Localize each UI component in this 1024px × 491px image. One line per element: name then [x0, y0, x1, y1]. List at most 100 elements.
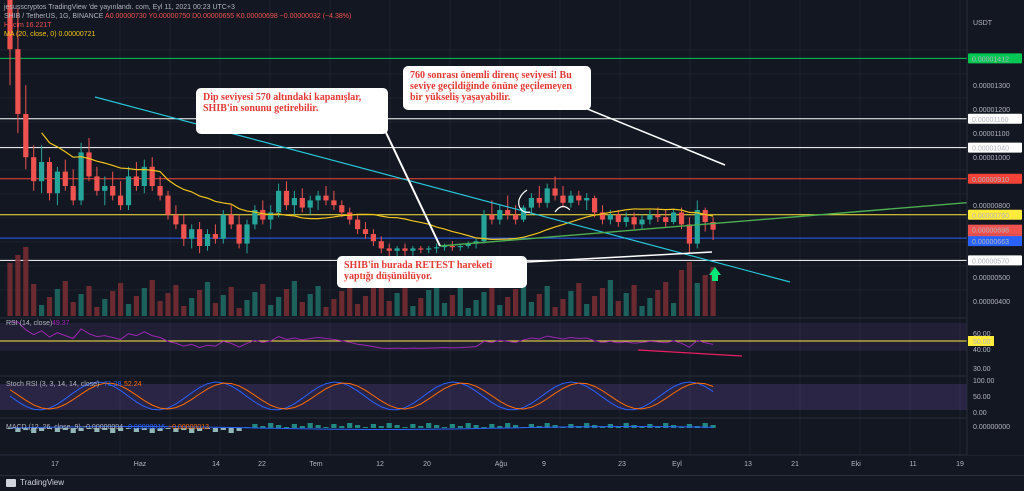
macd-histogram-bar [489, 424, 495, 428]
candle-body [410, 248, 416, 251]
candle-body [236, 224, 242, 244]
volume-bar [204, 282, 211, 316]
header-line1: jesusscryptos TradingView 'de yayınlandı… [4, 4, 235, 11]
volume-bar [607, 280, 613, 316]
macd-histogram-bar [702, 423, 708, 428]
candle-body [647, 214, 653, 220]
candle-body [15, 49, 21, 115]
macd-histogram-bar [86, 428, 92, 429]
price-badge-label: 0.00000698 [972, 228, 1009, 235]
candle-body [663, 217, 669, 222]
candle-body [457, 246, 463, 248]
candle-body [449, 246, 455, 248]
candle-body [592, 198, 598, 213]
stoch-tick: 100.00 [973, 378, 995, 385]
time-axis: 17 Haz 14 22 Tem 12 20 Ağu 9 23 Eyl 13 21 Eki 11 19 [51, 461, 964, 468]
ma-line [41, 132, 714, 240]
volume-bar [647, 298, 653, 316]
stoch-d-line [9, 382, 714, 410]
pointer-line [379, 119, 441, 247]
price-tick: 0.00000400 [973, 299, 1010, 306]
candle-body [299, 198, 305, 208]
volume-bar [133, 296, 139, 316]
macd-histogram-bar [276, 425, 282, 428]
stoch-label: Stoch RSI (3, 3, 14, 14, close) [6, 381, 99, 388]
rsi-tick: 30.00 [973, 366, 991, 373]
candle-body [370, 234, 376, 242]
candle-body [686, 224, 692, 244]
volume-bar [62, 281, 68, 316]
macd-histogram-bar [623, 423, 629, 428]
volume-bar [710, 267, 716, 316]
macd-histogram-bar [473, 425, 479, 428]
volume-bar [244, 300, 250, 316]
candle-body [497, 210, 503, 220]
macd-value: −0.00000016 [124, 424, 165, 431]
macd-histogram-bar [552, 425, 558, 428]
volume-bar [236, 308, 242, 316]
macd-histogram-bar [220, 428, 226, 430]
tradingview-logo-icon [6, 479, 16, 487]
macd-histogram-bar [62, 428, 68, 430]
price-badge-label: 0.00001412 [972, 56, 1009, 63]
volume-bar [189, 298, 195, 316]
macd-histogram-bar [197, 428, 203, 431]
macd-histogram-bar [70, 428, 76, 433]
candle-body [710, 222, 716, 230]
candle-body [7, 0, 13, 50]
volume-bar [568, 291, 574, 316]
candle-body [513, 214, 519, 220]
candle-body [173, 214, 179, 225]
candle-body [678, 212, 685, 225]
volume-bar [426, 290, 432, 316]
macd-histogram-bar [441, 427, 448, 428]
volume-bar [473, 300, 479, 316]
candle-body [378, 241, 384, 249]
candle-body [441, 246, 448, 248]
time-tick: 20 [423, 461, 431, 468]
macd-histogram-bar [31, 428, 37, 433]
stoch-tick: 0.00 [973, 410, 987, 417]
candle-body [291, 198, 297, 206]
annotation-retest: SHIB'in burada RETEST hareketi yaptığı d… [337, 256, 527, 288]
volume-bar [94, 307, 100, 316]
footer: TradingView [0, 475, 1024, 491]
macd-histogram-bar [125, 428, 132, 429]
candle-body [228, 214, 234, 225]
volume-bar [260, 284, 266, 316]
ohlc-values: A0.00000730 Y0.00000750 D0.00000655 K0.0… [105, 13, 352, 20]
volume-bar [125, 304, 132, 316]
price-badge-label: 0.00000570 [972, 258, 1009, 265]
macd-histogram-bar [663, 423, 669, 428]
volume-bar [370, 288, 376, 316]
volume-bar [663, 282, 669, 316]
pointer-line [526, 251, 713, 263]
volume-bar [623, 293, 629, 316]
macd-histogram-bar [481, 427, 487, 428]
volume-bar [252, 292, 258, 316]
macd-histogram-bar [505, 423, 511, 428]
candle-body [576, 195, 582, 201]
macd-histogram-bar [212, 428, 218, 432]
candle-body [260, 210, 266, 220]
price-badge-label: 0.00001160 [972, 117, 1009, 124]
volume-bar [141, 288, 147, 316]
volume-bar [394, 293, 400, 316]
macd-histogram-bar [544, 423, 550, 428]
time-tick: 9 [542, 461, 546, 468]
volume-bar [528, 302, 534, 316]
macd-histogram-bar [173, 428, 179, 432]
macd-histogram-bar [165, 428, 171, 429]
candle-body [394, 248, 400, 251]
candle-body [568, 195, 574, 203]
time-tick: 17 [51, 461, 59, 468]
candle-body [283, 190, 290, 206]
rsi-divergence-line [637, 349, 743, 357]
candle-body [125, 176, 132, 206]
volume-bar [386, 301, 392, 316]
volume-bar [54, 289, 60, 316]
candle-body [70, 186, 76, 201]
rsi-band [0, 323, 967, 351]
price-badge-label: 0.00000760 [972, 213, 1009, 220]
macd-histogram-bar [157, 428, 163, 431]
